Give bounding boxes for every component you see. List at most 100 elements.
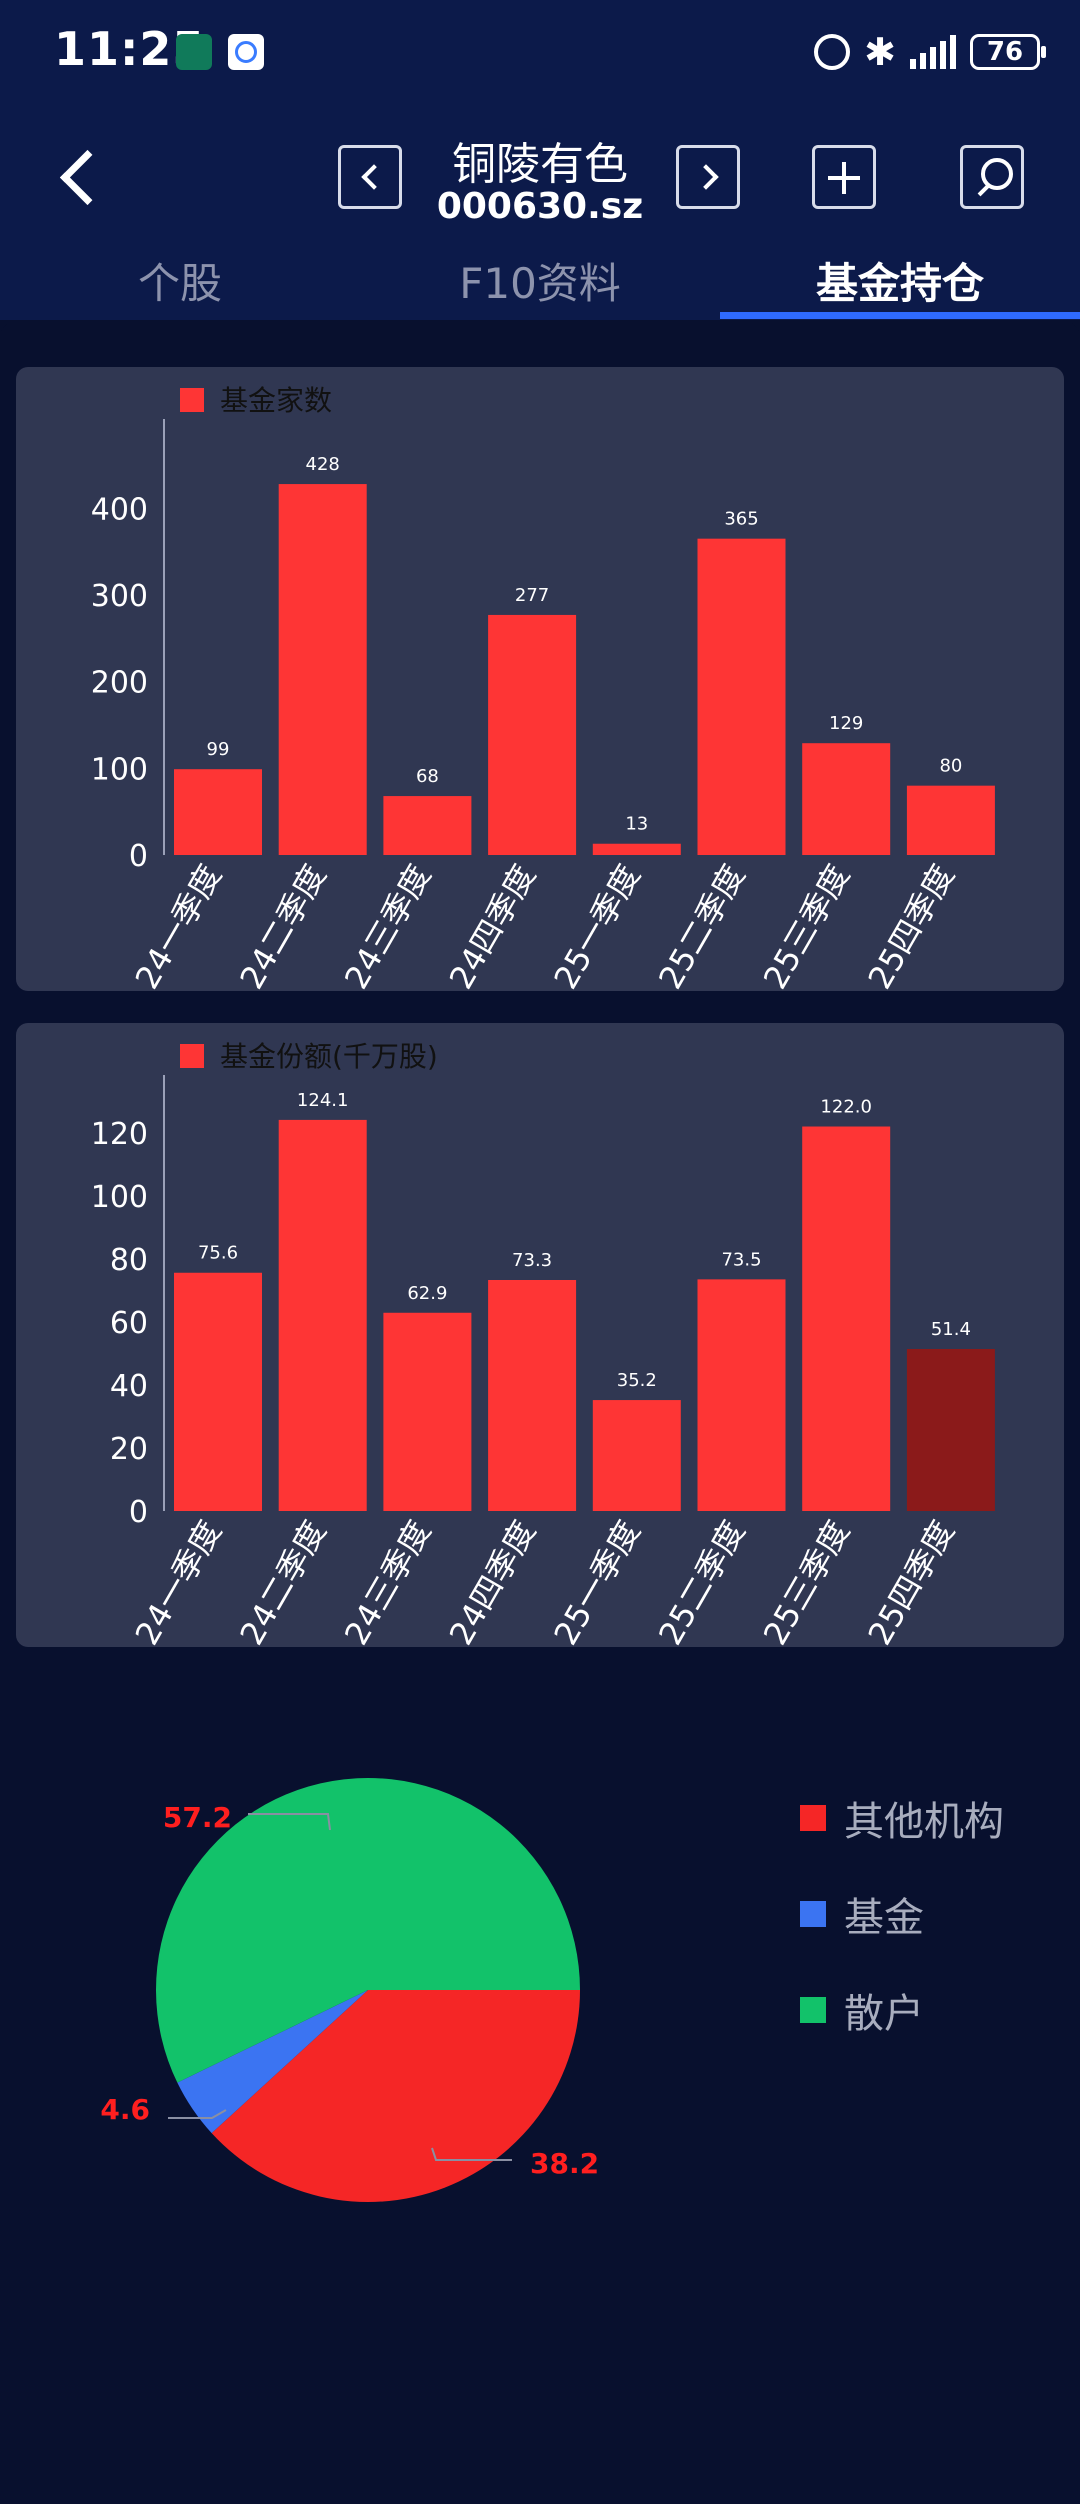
add-watchlist-button[interactable]	[812, 145, 876, 209]
fund-share-chart: 基金份额(千万股) 0 20 40 60 80 100 120 75.6 24一季度 124.1 24…	[91, 1040, 995, 1647]
legend-swatch	[180, 1044, 204, 1068]
next-stock-button[interactable]	[676, 145, 740, 209]
y-tick-label: 0	[129, 839, 148, 874]
battery-icon: 76	[970, 34, 1046, 70]
bar	[592, 843, 681, 855]
pie-label-leader	[431, 2147, 512, 2161]
pie-label-leader	[248, 1813, 331, 1831]
legend-label: 基金	[844, 1895, 924, 1941]
legend-item-retail: 散户	[800, 1962, 1004, 2058]
message-notification-icon	[228, 34, 264, 70]
bar-value-label: 73.3	[512, 1250, 552, 1271]
tab-stock[interactable]: 个股	[137, 259, 222, 308]
x-tick-label: 25二季度	[651, 1514, 752, 1647]
bar	[592, 1400, 681, 1511]
pie-value-label: 4.6	[100, 2093, 150, 2126]
signal-icon	[910, 35, 956, 69]
pie-value-label: 57.2	[163, 1801, 232, 1834]
tab-f10[interactable]: F10资料	[459, 259, 621, 308]
pie-slice	[177, 1990, 368, 2134]
back-button[interactable]	[54, 148, 104, 208]
fund-count-chart: 基金家数01002003004009924一季度42824二季度6824三季度2…	[91, 384, 995, 991]
bar-value-label: 277	[515, 585, 549, 606]
y-tick-label: 40	[110, 1369, 148, 1404]
bar	[802, 743, 891, 855]
legend-label: 其他机构	[844, 1799, 1004, 1845]
app-notification-icon	[176, 34, 212, 70]
battery-level: 76	[986, 37, 1024, 67]
y-tick-label: 20	[110, 1432, 148, 1467]
bar-value-label: 75.6	[198, 1243, 238, 1264]
bar-value-label: 99	[207, 739, 230, 760]
previous-stock-button[interactable]	[338, 145, 402, 209]
bar-value-label: 13	[625, 814, 648, 835]
bar-value-label: 365	[724, 509, 758, 530]
bar	[174, 1272, 262, 1511]
bar	[697, 1279, 786, 1511]
legend-item-fund: 基金	[800, 1866, 1004, 1962]
tab-fund-holdings[interactable]: 基金持仓	[815, 259, 984, 308]
x-tick-label: 24一季度	[128, 858, 229, 991]
y-tick-label: 100	[91, 752, 148, 787]
bar-value-label: 80	[939, 756, 962, 777]
bar-value-label: 62.9	[407, 1283, 447, 1304]
stock-name: 铜陵有色	[452, 139, 628, 190]
legend-label: 基金家数	[220, 384, 332, 417]
y-tick-label: 80	[110, 1243, 148, 1278]
pie-slice	[211, 1990, 580, 2202]
bar	[906, 785, 995, 855]
bar	[488, 1279, 577, 1511]
bar-value-label: 68	[416, 766, 439, 787]
legend-swatch	[800, 1901, 826, 1927]
x-tick-label: 25四季度	[861, 1514, 962, 1647]
bar-value-label: 428	[306, 454, 340, 475]
active-tab-indicator	[720, 312, 1080, 319]
y-tick-label: 200	[91, 666, 148, 701]
x-tick-label: 25一季度	[546, 1514, 647, 1647]
legend-item-other-institutions: 其他机构	[800, 1770, 1004, 1866]
legend-swatch	[800, 1805, 826, 1831]
y-tick-label: 0	[129, 1495, 148, 1530]
x-tick-label: 25三季度	[756, 858, 857, 991]
y-tick-label: 100	[91, 1180, 148, 1215]
x-tick-label: 25四季度	[861, 858, 962, 991]
legend-swatch	[800, 1997, 826, 2023]
bar	[488, 614, 577, 855]
x-tick-label: 25三季度	[756, 1514, 857, 1647]
bar-value-label: 122.0	[820, 1097, 872, 1118]
x-tick-label: 24三季度	[337, 858, 438, 991]
bluetooth-icon: ✱	[864, 30, 896, 74]
bar-value-label: 124.1	[297, 1090, 349, 1111]
bar	[383, 1312, 472, 1511]
search-button[interactable]	[960, 145, 1024, 209]
y-tick-label: 400	[91, 492, 148, 527]
x-tick-label: 24二季度	[232, 1514, 333, 1647]
bar	[174, 769, 262, 855]
legend-label: 基金份额(千万股)	[220, 1040, 438, 1073]
y-tick-label: 120	[91, 1117, 148, 1152]
x-tick-label: 24四季度	[442, 1514, 543, 1647]
x-tick-label: 25一季度	[546, 858, 647, 991]
x-tick-label: 24三季度	[337, 1514, 438, 1647]
bar	[278, 484, 367, 855]
legend-swatch	[180, 388, 204, 412]
bar-value-label: 129	[829, 713, 863, 734]
bar	[802, 1126, 891, 1511]
status-bar: 11:25 ✱ 76	[0, 0, 1080, 100]
pie-slice	[156, 1778, 581, 2083]
y-tick-label: 300	[91, 579, 148, 614]
x-tick-label: 24一季度	[128, 1514, 229, 1647]
bar-value-label: 35.2	[617, 1370, 657, 1391]
bar-value-label: 73.5	[721, 1249, 761, 1270]
y-tick-label: 60	[110, 1306, 148, 1341]
stock-code: 000630.sz	[436, 186, 644, 227]
x-tick-label: 24二季度	[232, 858, 333, 991]
status-icons: ✱ 76	[814, 28, 1046, 76]
x-tick-label: 24四季度	[442, 858, 543, 991]
bar	[906, 1349, 995, 1511]
x-tick-label: 25二季度	[651, 858, 752, 991]
holder-pie-chart: 38.2 4.6 57.2	[100, 1778, 599, 2202]
bar	[383, 796, 472, 855]
pie-value-label: 38.2	[530, 2147, 599, 2180]
pie-legend: 其他机构 基金 散户	[800, 1770, 1004, 2058]
